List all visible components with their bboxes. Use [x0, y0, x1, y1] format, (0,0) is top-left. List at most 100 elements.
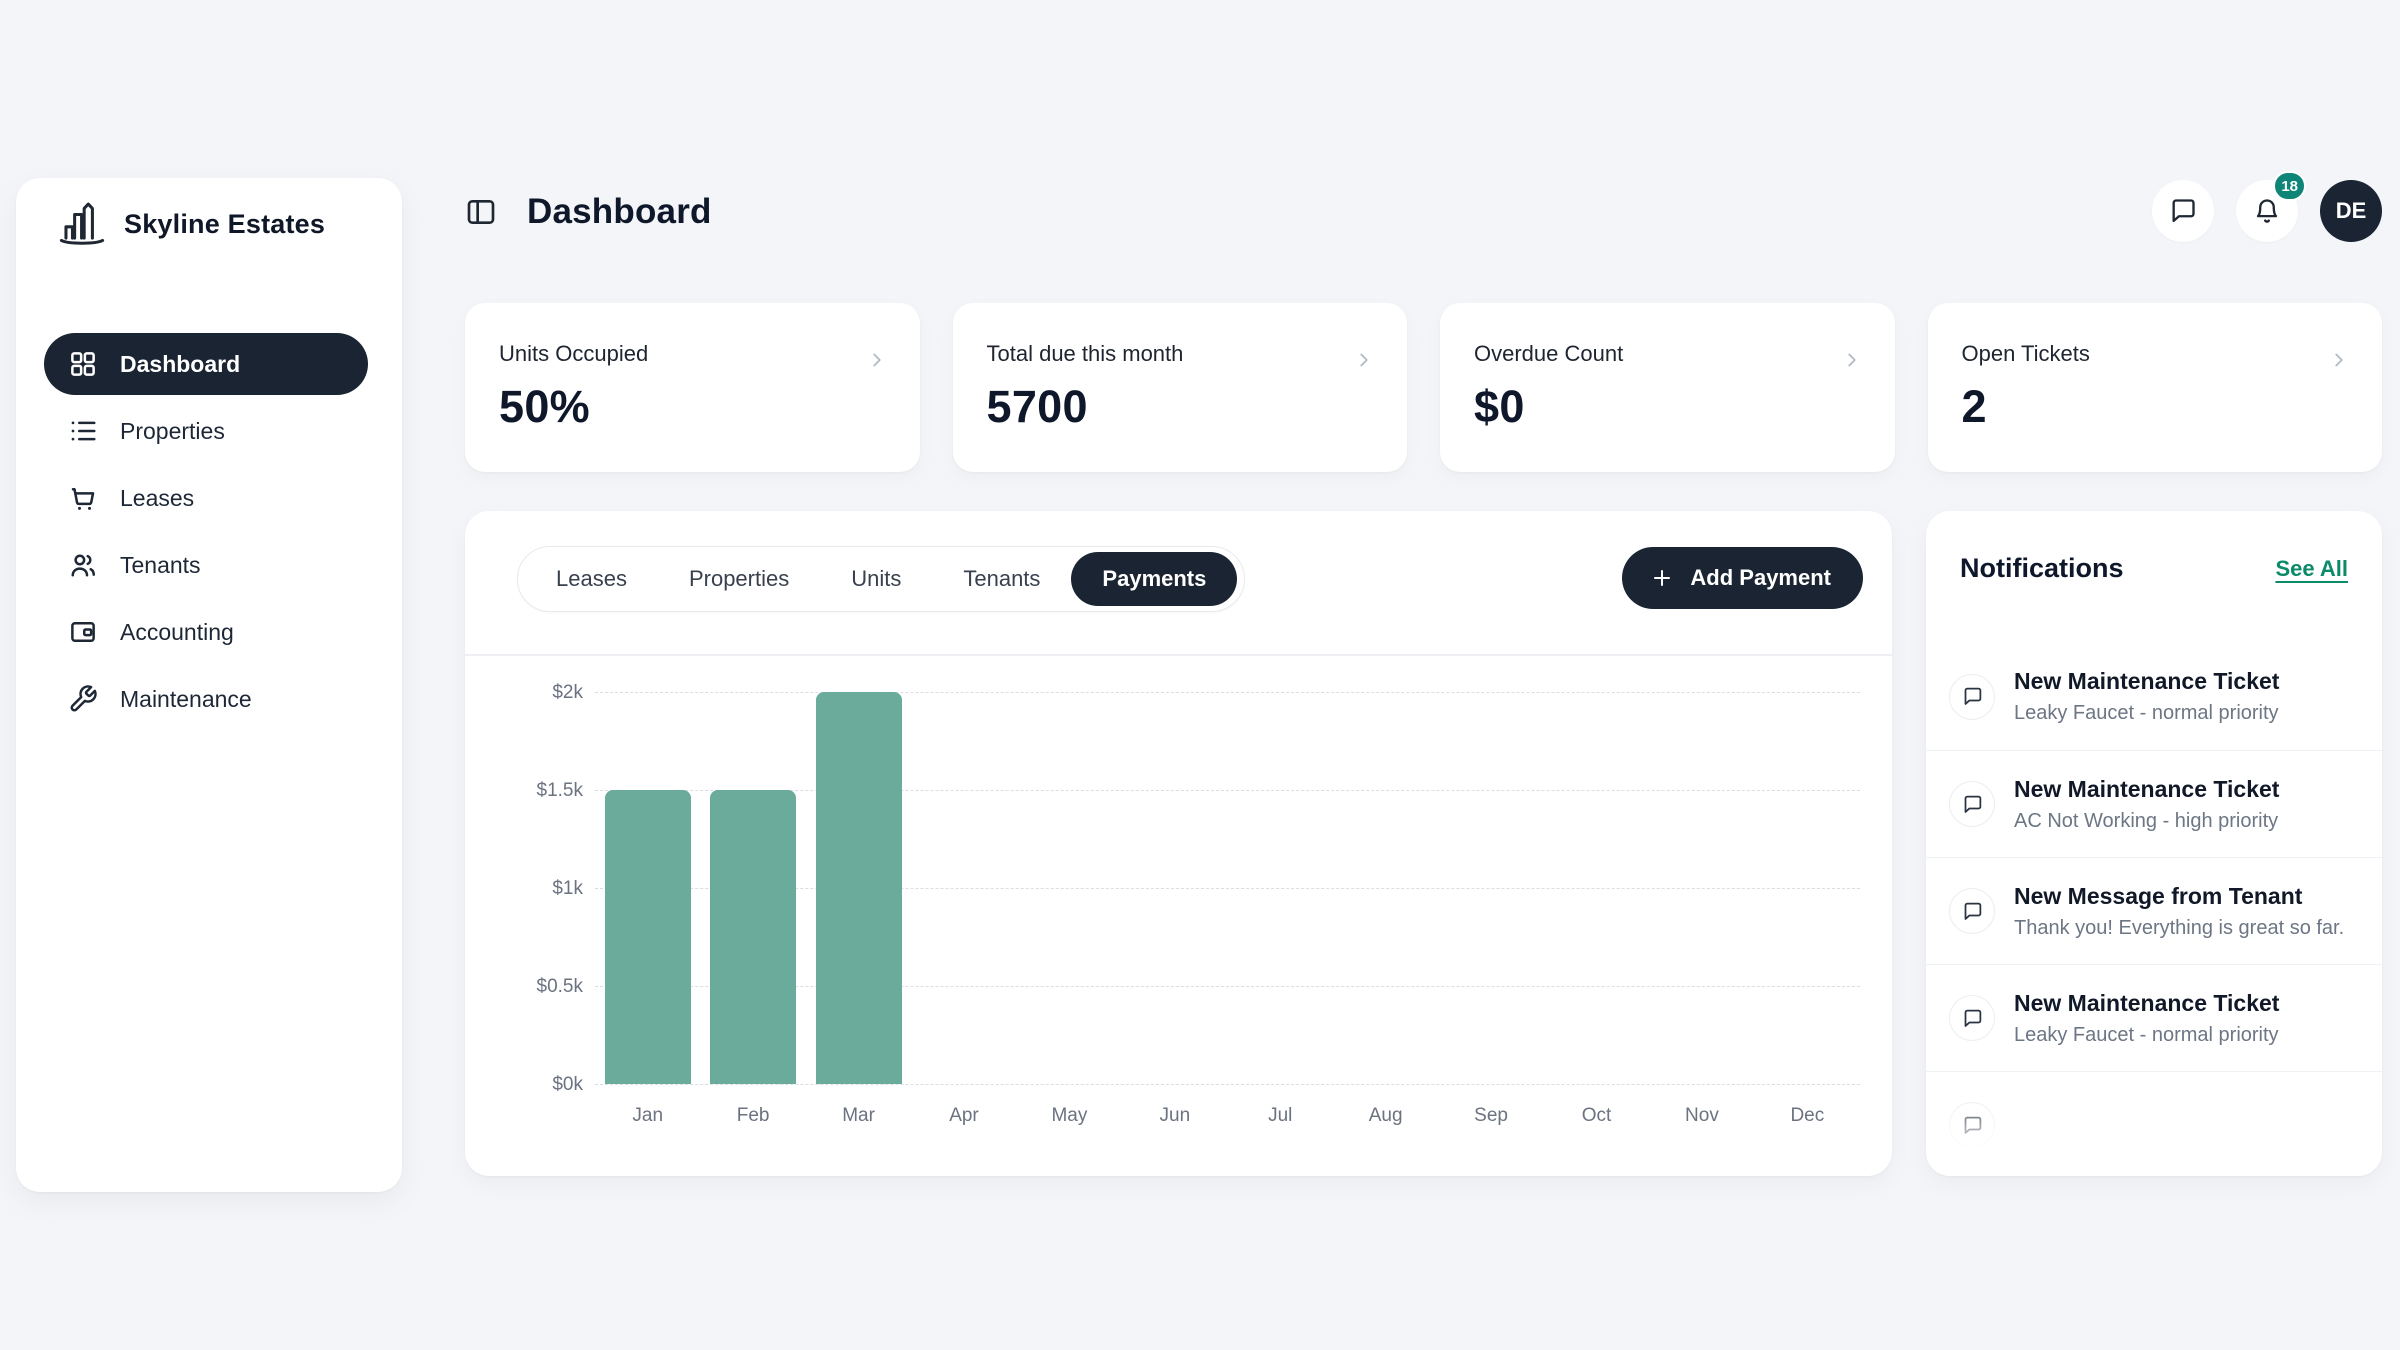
- stat-card-total-due-this-month[interactable]: Total due this month 5700: [952, 303, 1407, 472]
- tab-group: Leases Properties Units Tenants Payments: [517, 546, 1246, 612]
- chat-icon: [2169, 197, 2197, 225]
- stat-card-units-occupied[interactable]: Units Occupied 50%: [465, 303, 920, 472]
- sidebar-item-accounting[interactable]: Accounting: [44, 601, 368, 663]
- stat-card-open-tickets[interactable]: Open Tickets 2: [1927, 303, 2382, 472]
- x-axis-tick-label: Sep: [1474, 1105, 1508, 1126]
- notifications-button[interactable]: 18: [2236, 171, 2306, 242]
- sidebar-item-maintenance[interactable]: Maintenance: [44, 668, 368, 730]
- message-icon: [1949, 995, 1995, 1041]
- x-axis-tick-label: Mar: [842, 1105, 875, 1126]
- y-axis-tick-label: $0.5k: [536, 976, 583, 997]
- notification-item[interactable]: New Maintenance Ticket AC Not Working - h…: [1926, 750, 2382, 857]
- sidebar-item-label: Dashboard: [120, 350, 241, 377]
- sidebar-item-properties[interactable]: Properties: [44, 400, 368, 462]
- chart-x-axis: Jan Feb Mar Apr May Jun Jul Aug Sep Oct Nov Dec: [595, 1105, 1860, 1127]
- notification-item[interactable]: New Maintenance Ticket Leaky Faucet - nor…: [1926, 964, 2382, 1071]
- y-axis-tick-label: $1k: [552, 878, 583, 899]
- tab-payments[interactable]: Payments: [1071, 552, 1238, 606]
- y-axis-tick-label: $0k: [552, 1074, 583, 1095]
- messages-button[interactable]: [2152, 180, 2214, 242]
- x-axis-tick-label: Aug: [1368, 1105, 1403, 1126]
- chart-slot-oct: [1544, 692, 1649, 1084]
- add-payment-button[interactable]: Add Payment: [1622, 547, 1863, 609]
- stat-label: Open Tickets: [1961, 341, 2090, 366]
- notification-title: New Message from Tenant: [2014, 882, 2303, 909]
- x-axis-tick-label: Jul: [1268, 1105, 1293, 1126]
- sidebar-item-label: Properties: [120, 417, 225, 444]
- tab-units[interactable]: Units: [820, 552, 932, 606]
- sidebar-nav: Dashboard Properties Leases Tenants Accounti…: [44, 333, 368, 730]
- grid-icon: [68, 349, 98, 379]
- notifications-title: Notifications: [1960, 553, 2124, 583]
- header-actions: 18 DE: [2152, 171, 2382, 242]
- stat-label: Overdue Count: [1474, 341, 1624, 366]
- chart-slot-mar: [806, 692, 911, 1084]
- gridline: $2k: [552, 682, 1860, 703]
- chart-slot-jul: [1228, 692, 1333, 1084]
- x-axis-tick-label: Oct: [1581, 1105, 1612, 1126]
- stat-value: 2: [1961, 381, 1987, 432]
- sidebar-item-dashboard[interactable]: Dashboard: [44, 333, 368, 395]
- sidebar-toggle-icon[interactable]: [465, 196, 497, 228]
- message-icon: [1949, 1102, 1995, 1148]
- tab-properties[interactable]: Properties: [658, 552, 820, 606]
- wrench-icon: [68, 684, 98, 714]
- plus-icon: [1650, 566, 1674, 590]
- bell-icon: [2253, 197, 2281, 225]
- see-all-link[interactable]: See All: [2275, 555, 2348, 581]
- stat-card-overdue-count[interactable]: Overdue Count $0: [1440, 303, 1895, 472]
- notification-item[interactable]: New Maintenance Ticket Leaky Faucet - nor…: [1926, 643, 2382, 750]
- bar-mar: [815, 692, 902, 1084]
- stat-value: 50%: [499, 381, 590, 432]
- x-axis-tick-label: Jun: [1159, 1105, 1191, 1126]
- chart-slot-jan: [595, 692, 700, 1084]
- cart-icon: [68, 483, 98, 513]
- users-icon: [68, 550, 98, 580]
- notification-texts: New Maintenance Ticket Leaky Faucet - nor…: [2014, 668, 2279, 725]
- sidebar-item-label: Accounting: [120, 618, 234, 645]
- chevron-right-icon: [866, 349, 888, 371]
- brand-name: Skyline Estates: [124, 208, 326, 239]
- notification-title: New Maintenance Ticket: [2014, 989, 2280, 1016]
- sidebar: Skyline Estates Dashboard Properties Lease…: [16, 178, 402, 1192]
- message-icon: [1949, 781, 1995, 827]
- divider: [465, 654, 1892, 656]
- page-header: Dashboard: [465, 182, 712, 242]
- notification-message: Thank you! Everything is great so far.: [2014, 916, 2345, 939]
- gridline: $1.5k: [537, 780, 1860, 801]
- notification-message: Leaky Faucet - normal priority: [2014, 702, 2279, 724]
- payments-bar-chart: $0k $0.5k $1k $1.5k $2k: [537, 682, 1860, 1095]
- x-axis-tick-label: Jan: [632, 1105, 664, 1126]
- chevron-right-icon: [1841, 349, 1863, 371]
- sidebar-item-tenants[interactable]: Tenants: [44, 534, 368, 596]
- bar-feb: [710, 790, 797, 1084]
- chart-slot-apr: [911, 692, 1016, 1084]
- notification-message: AC Not Working - high priority: [2014, 809, 2279, 832]
- notification-title: New Maintenance Ticket: [2014, 775, 2280, 802]
- chart-slot-aug: [1333, 692, 1438, 1084]
- tab-leases[interactable]: Leases: [525, 552, 658, 606]
- sidebar-item-label: Maintenance: [120, 685, 252, 712]
- bar-jan: [604, 790, 691, 1084]
- page-title: Dashboard: [527, 192, 712, 231]
- x-axis-tick-label: Dec: [1790, 1105, 1825, 1126]
- notification-title: New Maintenance Ticket: [2014, 668, 2280, 694]
- notification-item-partial[interactable]: [1926, 1071, 2382, 1176]
- payments-panel: Leases Properties Units Tenants Payments Add…: [465, 511, 1892, 1176]
- gridline: $1k: [552, 878, 1860, 899]
- y-axis-tick-label: $2k: [552, 682, 583, 703]
- list-icon: [68, 416, 98, 446]
- chart-slot-jun: [1122, 692, 1227, 1084]
- notification-count-badge: 18: [2273, 171, 2306, 201]
- notification-texts: New Maintenance Ticket Leaky Faucet - nor…: [2014, 990, 2279, 1047]
- notifications-panel: Notifications See All New Maintenance Ti…: [1926, 511, 2382, 1176]
- sidebar-item-leases[interactable]: Leases: [44, 467, 368, 529]
- notification-item[interactable]: New Message from Tenant Thank you! Everyt…: [1926, 857, 2382, 964]
- x-axis-tick-label: Nov: [1685, 1105, 1719, 1126]
- tab-tenants[interactable]: Tenants: [932, 552, 1071, 606]
- chevron-right-icon: [1353, 349, 1375, 371]
- notifications-list: New Maintenance Ticket Leaky Faucet - nor…: [1926, 643, 2382, 1176]
- user-avatar[interactable]: DE: [2320, 180, 2382, 242]
- y-axis-tick-label: $1.5k: [536, 780, 583, 801]
- chart-slot-nov: [1649, 692, 1754, 1084]
